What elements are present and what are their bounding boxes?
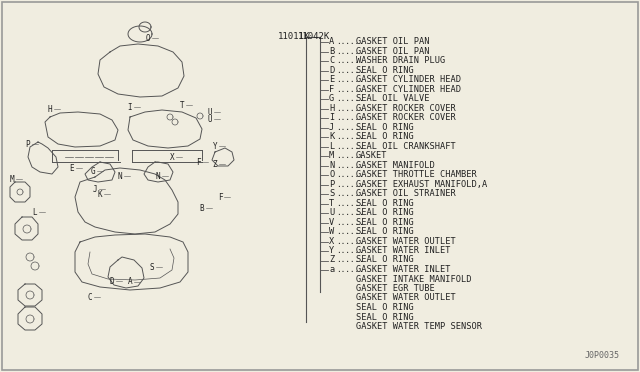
Text: ......: ...... [336,103,364,112]
Text: P: P [329,180,334,189]
Text: SEAL O RING: SEAL O RING [356,122,413,131]
Text: Y: Y [212,141,218,151]
Text: S: S [329,189,334,198]
Text: ......: ...... [336,246,364,255]
Text: GASKET OIL PAN: GASKET OIL PAN [356,46,429,55]
Text: I: I [329,113,334,122]
Text: ......: ...... [336,265,364,274]
Text: E: E [70,164,74,173]
Text: S: S [150,263,154,272]
Text: D: D [109,276,115,285]
Text: C: C [329,56,334,65]
Text: ......: ...... [336,113,364,122]
Text: a: a [329,265,334,274]
Text: SEAL OIL CRANKSHAFT: SEAL OIL CRANKSHAFT [356,141,456,151]
Text: SEAL O RING: SEAL O RING [356,227,413,236]
Text: F: F [196,157,200,167]
Text: ......: ...... [336,237,364,246]
Text: GASKET ROCKER COVER: GASKET ROCKER COVER [356,103,456,112]
Text: ......: ...... [336,56,364,65]
Text: C: C [88,292,92,301]
Text: P: P [26,140,30,148]
Text: V: V [329,218,334,227]
Text: L: L [33,208,37,217]
Text: O: O [329,170,334,179]
Text: F: F [218,192,222,202]
Text: GASKET CYLINDER HEAD: GASKET CYLINDER HEAD [356,75,461,84]
Text: K: K [98,189,102,199]
Text: M: M [329,151,334,160]
Text: H: H [48,105,52,113]
Text: ......: ...... [336,122,364,131]
Text: ......: ...... [336,132,364,141]
Text: SEAL O RING: SEAL O RING [356,65,413,74]
Text: J0P0035: J0P0035 [585,351,620,360]
Text: SEAL O RING: SEAL O RING [356,208,413,217]
Text: SEAL O RING: SEAL O RING [356,303,413,312]
Text: X: X [329,237,334,246]
Text: ......: ...... [336,256,364,264]
Text: GASKET EGR TUBE: GASKET EGR TUBE [356,284,435,293]
Text: I: I [128,103,132,112]
Text: ......: ...... [336,37,364,46]
Text: GASKET OIL PAN: GASKET OIL PAN [356,37,429,46]
Text: WASHER DRAIN PLUG: WASHER DRAIN PLUG [356,56,445,65]
Text: ......: ...... [336,170,364,179]
Text: GASKET: GASKET [356,151,387,160]
Text: H: H [329,103,334,112]
Text: ......: ...... [336,227,364,236]
Text: GASKET ROCKER COVER: GASKET ROCKER COVER [356,113,456,122]
Text: GASKET OIL STRAINER: GASKET OIL STRAINER [356,189,456,198]
Text: SEAL O RING: SEAL O RING [356,199,413,208]
Text: GASKET WATER OUTLET: GASKET WATER OUTLET [356,237,456,246]
Text: U: U [208,115,212,124]
Text: ......: ...... [336,84,364,93]
Text: T: T [329,199,334,208]
Text: A: A [128,278,132,286]
Text: ......: ...... [336,160,364,170]
Text: W: W [329,227,334,236]
Text: SEAL O RING: SEAL O RING [356,256,413,264]
Text: SEAL OIL VALVE: SEAL OIL VALVE [356,94,429,103]
Text: ......: ...... [336,141,364,151]
Text: Z: Z [212,160,218,169]
Text: 11042K: 11042K [298,32,330,41]
Text: SEAL O RING: SEAL O RING [356,218,413,227]
Text: SEAL O RING: SEAL O RING [356,132,413,141]
Text: M: M [10,174,14,183]
Text: G: G [91,167,95,176]
Text: D: D [329,65,334,74]
Text: ......: ...... [336,151,364,160]
Text: ......: ...... [336,180,364,189]
Text: Y: Y [329,246,334,255]
Text: Z: Z [329,256,334,264]
Text: GASKET MANIFOLD: GASKET MANIFOLD [356,160,435,170]
Text: ......: ...... [336,218,364,227]
Text: U: U [329,208,334,217]
Text: F: F [329,84,334,93]
Text: SEAL O RING: SEAL O RING [356,312,413,321]
Text: GASKET THROTTLE CHAMBER: GASKET THROTTLE CHAMBER [356,170,477,179]
Text: ......: ...... [336,208,364,217]
Text: K: K [329,132,334,141]
Text: L: L [329,141,334,151]
Text: ......: ...... [336,199,364,208]
Text: ......: ...... [336,189,364,198]
Text: ......: ...... [336,46,364,55]
Text: O: O [146,33,150,42]
Text: GASKET INTAKE MANIFOLD: GASKET INTAKE MANIFOLD [356,275,472,283]
Text: E: E [329,75,334,84]
Text: ......: ...... [336,75,364,84]
Text: B: B [200,203,204,212]
Text: GASKET WATER INLET: GASKET WATER INLET [356,265,451,274]
Text: A: A [329,37,334,46]
Text: N: N [118,171,122,180]
Text: GASKET WATER INLET: GASKET WATER INLET [356,246,451,255]
Text: GASKET EXHAUST MANIFOLD,A: GASKET EXHAUST MANIFOLD,A [356,180,487,189]
Text: GASKET CYLINDER HEAD: GASKET CYLINDER HEAD [356,84,461,93]
Text: N: N [156,171,160,180]
Text: ......: ...... [336,94,364,103]
Text: G: G [329,94,334,103]
Text: J: J [329,122,334,131]
